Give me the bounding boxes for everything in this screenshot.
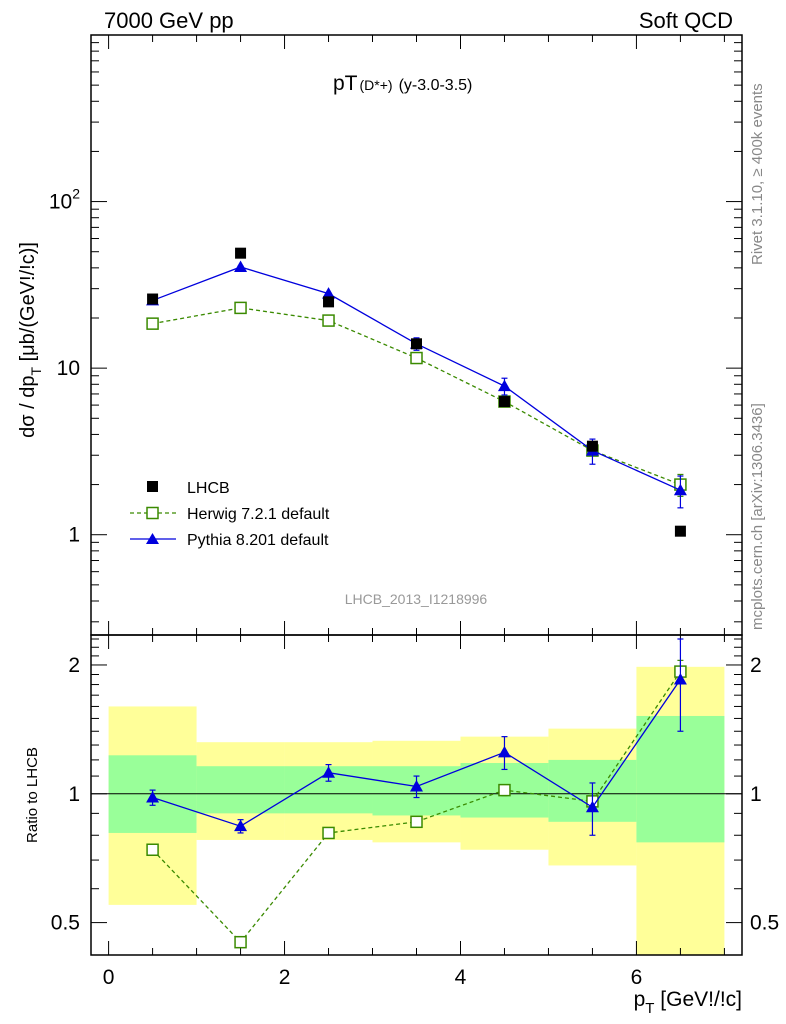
herwig-ratio-point: [322, 826, 335, 840]
herwig-main-point: [410, 351, 423, 365]
herwig-main-point: [322, 314, 335, 327]
y-tick-label-ratio-left: 1: [68, 783, 80, 806]
y-tick-label-ratio-right: 2: [750, 654, 762, 677]
ratio-uncertainty-bands: [91, 666, 742, 955]
pythia-main-point: [673, 483, 687, 496]
legend: LHCB Herwig 7.2.1 default Pythia 8.201 d…: [130, 480, 330, 549]
herwig-ratio-point: [410, 815, 423, 829]
y-axis-label-main: dσ / dpT [μb/(GeV!/!c)]: [17, 242, 44, 438]
y-tick-label-main: 102: [49, 186, 80, 214]
x-tick-label: 0: [103, 966, 115, 989]
pythia-main-line: [152, 266, 681, 491]
plot-title: pT (D*+) (y-3.0-3.5): [333, 72, 472, 95]
y-tick-label-main: 1: [68, 524, 80, 547]
ratio-plot-frame: [90, 634, 743, 956]
x-tick-label: 2: [279, 966, 291, 989]
pythia-main-point: [322, 287, 336, 299]
lhcb-data-point: [674, 525, 686, 537]
lhcb-data-point: [586, 440, 598, 452]
legend-pythia-marker: [146, 533, 159, 544]
pythia-main-point: [497, 379, 511, 392]
band-inner-1: [196, 766, 285, 814]
legend-herwig-label: Herwig 7.2.1 default: [187, 506, 330, 523]
header-left: 7000 GeV pp: [104, 8, 234, 33]
y-tick-label-ratio-left: 0.5: [51, 912, 80, 935]
legend-herwig-marker: [146, 506, 159, 520]
pythia-ratio-point: [234, 819, 248, 832]
herwig-ratio-point: [234, 935, 247, 949]
band-inner-6: [636, 715, 725, 843]
herwig-main-line: [152, 307, 681, 486]
lhcb-data-point: [323, 296, 335, 308]
pythia-ratio-point: [497, 745, 511, 758]
header-right: Soft QCD: [639, 8, 733, 33]
pythia-ratio-point: [585, 800, 599, 813]
legend-lhcb-marker: [147, 481, 158, 492]
y-tick-label-main: 10: [57, 357, 80, 380]
main-plot-marks: [146, 247, 687, 537]
lhcb-data-point: [498, 396, 510, 408]
y-tick-label-ratio-left: 2: [68, 654, 80, 677]
pythia-ratio-point: [146, 791, 160, 803]
y-tick-label-ratio-right: 1: [750, 783, 762, 806]
herwig-main-point: [234, 301, 247, 315]
y-axis-label-ratio: Ratio to LHCB: [24, 747, 41, 843]
axis-ticks: 0 2 4 6 1 10 102 0.5 0.5 1 1 2 2: [49, 34, 779, 989]
x-tick-label: 4: [455, 966, 467, 989]
analysis-watermark: LHCB_2013_I1218996: [345, 591, 488, 607]
lhcb-data-point: [411, 338, 422, 350]
mcplots-reference-text: mcplots.cern.ch [arXiv:1306.3436]: [749, 403, 766, 630]
pythia-ratio-point: [322, 766, 336, 778]
pythia-ratio-point: [673, 672, 687, 685]
herwig-ratio-point: [146, 843, 159, 856]
x-tick-label: 6: [631, 966, 643, 989]
legend-lhcb-label: LHCB: [187, 480, 230, 497]
legend-pythia-label: Pythia 8.201 default: [187, 532, 329, 549]
rivet-version-text: Rivet 3.1.10, ≥ 400k events: [749, 83, 766, 265]
pythia-main-point: [234, 260, 248, 272]
ratio-plot-marks: [146, 638, 687, 949]
pythia-ratio-point: [410, 779, 423, 792]
herwig-ratio-point: [498, 783, 511, 797]
x-axis-label: pT [GeV!/!c]: [634, 988, 742, 1017]
lhcb-data-point: [235, 247, 247, 259]
lhcb-data-point: [147, 293, 159, 305]
herwig-main-point: [146, 317, 159, 330]
y-tick-label-ratio-right: 0.5: [750, 912, 779, 935]
